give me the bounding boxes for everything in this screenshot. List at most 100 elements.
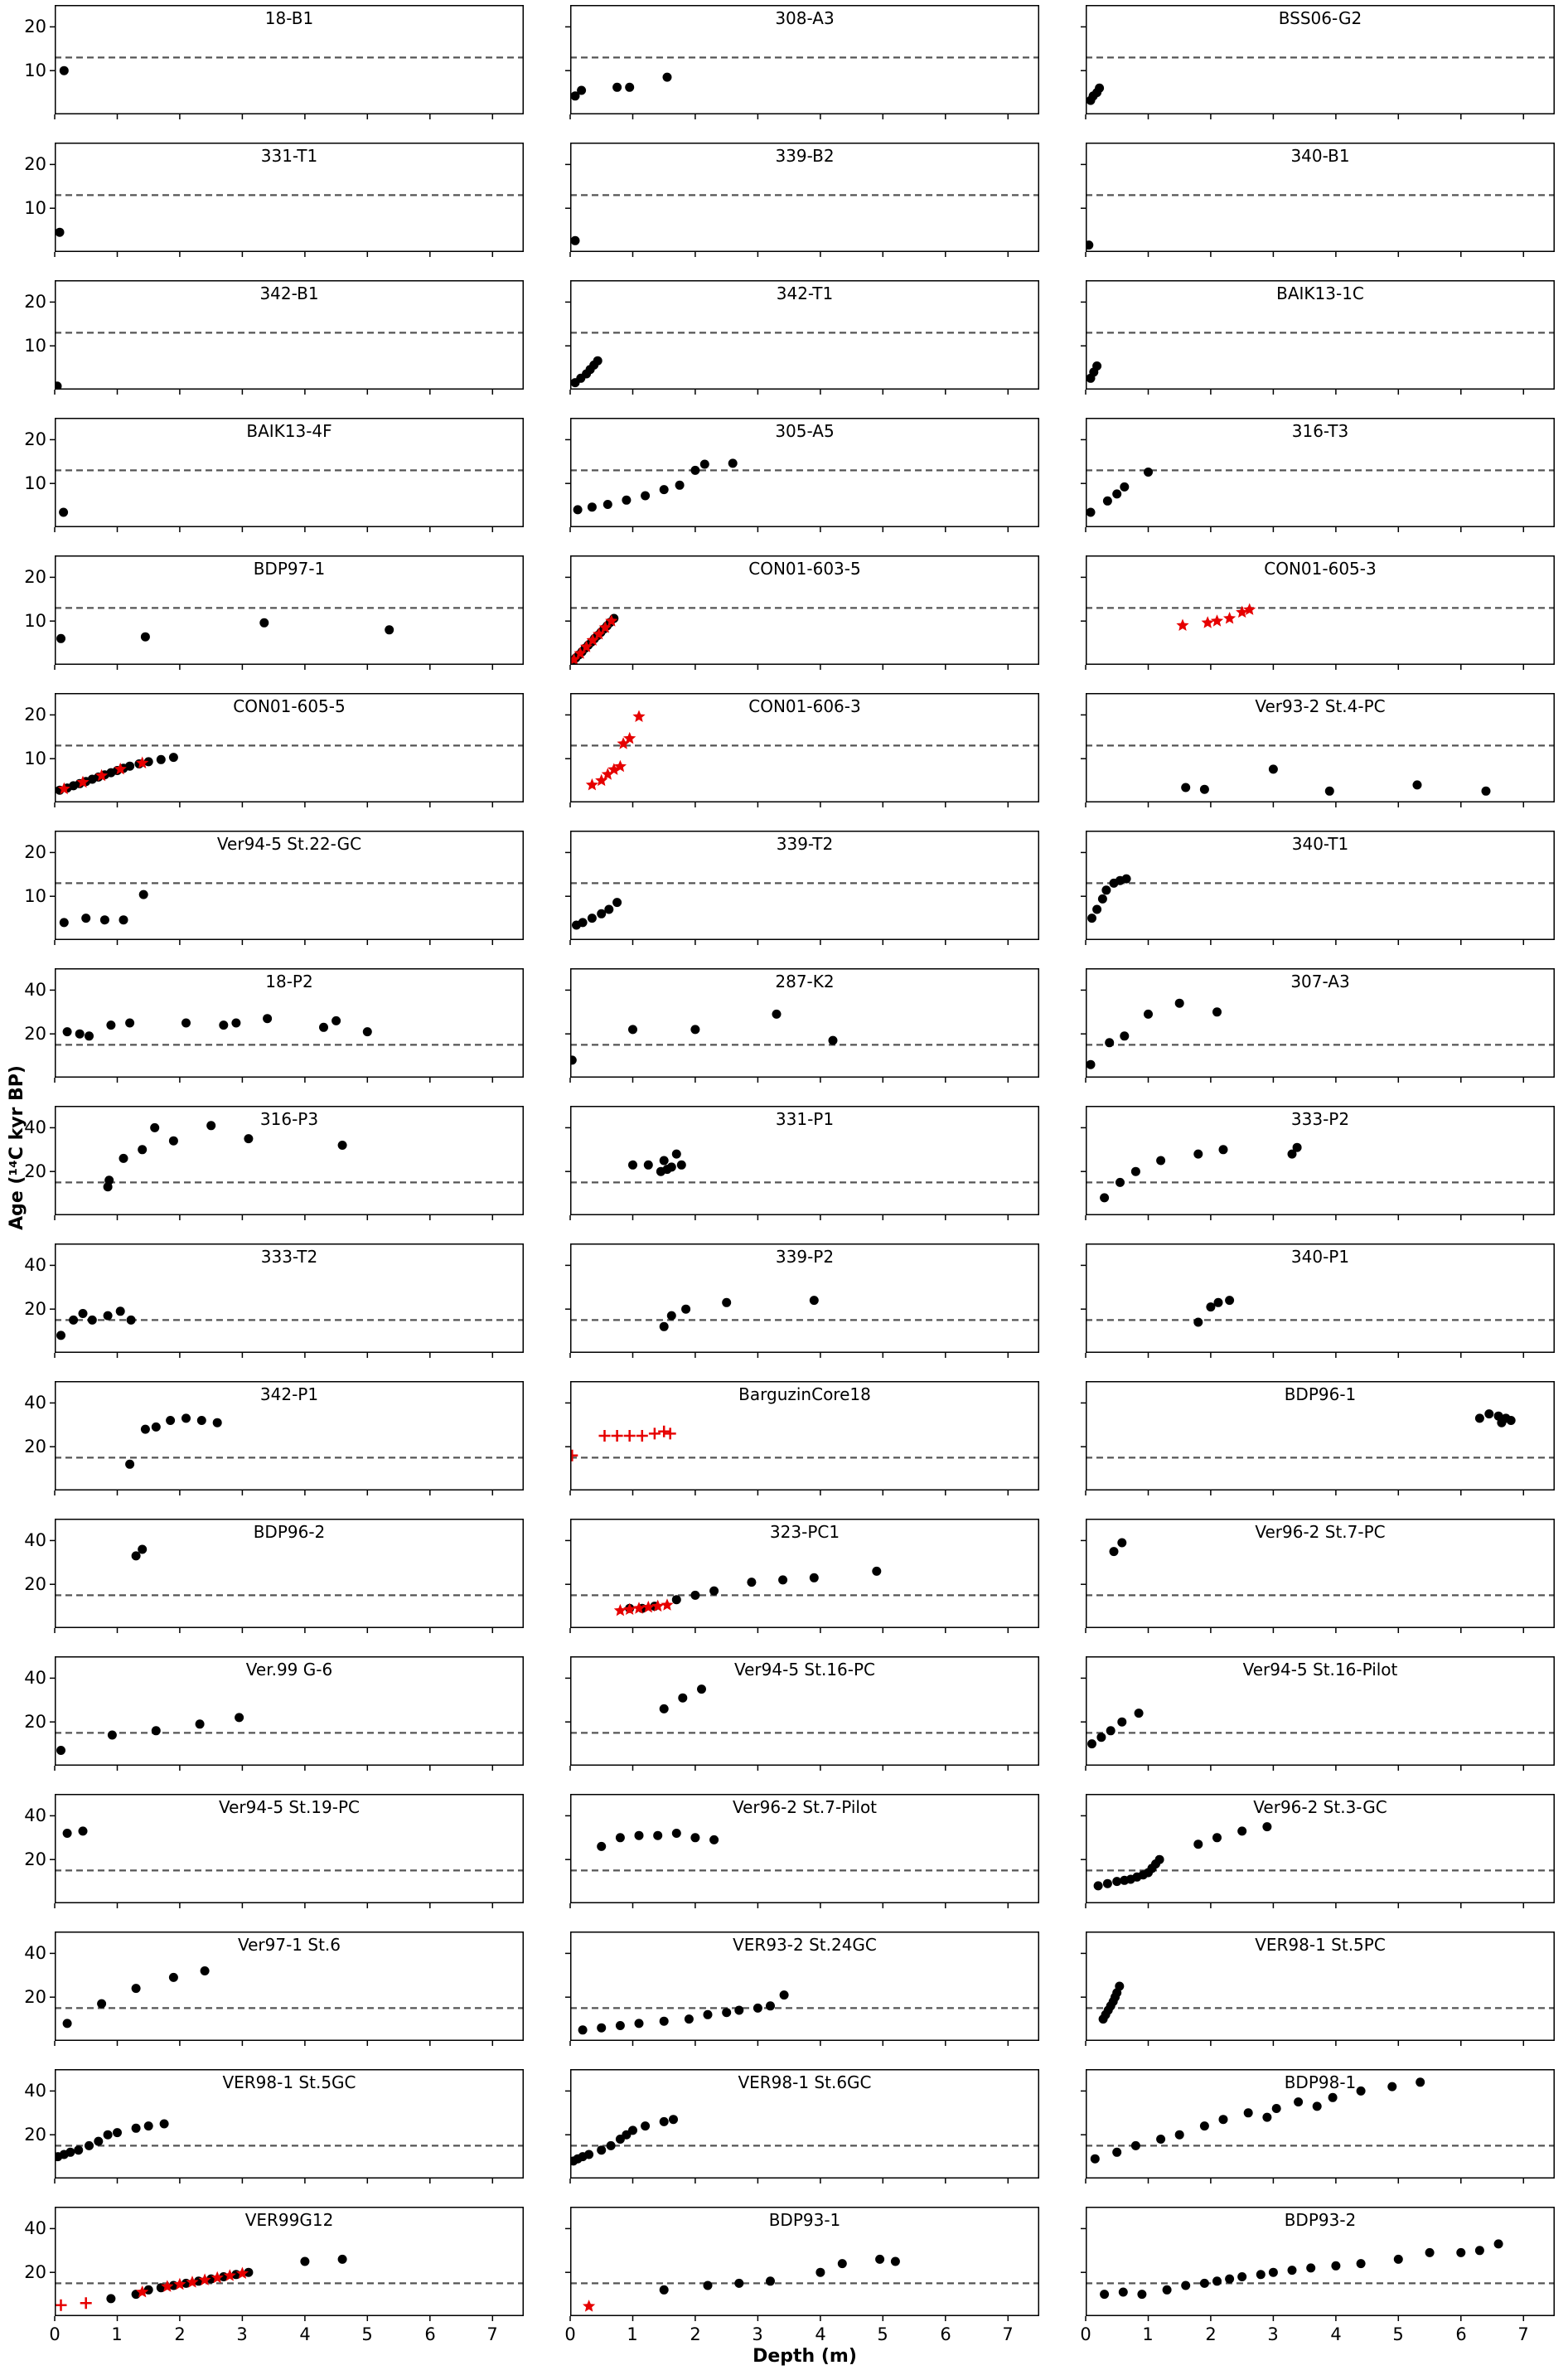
axis-ticks [565, 1402, 1009, 1495]
x-tick-label: 5 [361, 2324, 373, 2344]
chart-panel-ver93-2-st-4-pc: Ver93-2 St.4-PC [1081, 693, 1555, 807]
data-points [570, 613, 619, 665]
black-dot-marker [1095, 83, 1105, 93]
panel-grid: 18-B1 10 20 308-A3 BSS06-G2 331-T1 10 20 339-B2 3… [24, 5, 1555, 2344]
chart-panel-baik13-1c: BAIK13-1C [1081, 280, 1555, 395]
chart-panel-308-a3: 308-A3 [565, 5, 1039, 119]
data-points [570, 235, 580, 245]
panel-plot-331-p1: 331-P1 [565, 1106, 1039, 1220]
red-star-marker [1243, 603, 1256, 615]
panel-plot-340-p1: 340-P1 [1081, 1243, 1555, 1358]
panel-border [570, 1243, 1039, 1353]
axis-ticks [1081, 163, 1525, 257]
x-tick-label: 1 [111, 2324, 123, 2344]
chart-panel-ver94-5-st-19-pc: Ver94-5 St.19-PC 20 40 [24, 1794, 524, 1908]
panel-plot-bdp93-2: BDP93-2 [1081, 2207, 1555, 2321]
black-dot-marker [181, 1018, 191, 1028]
black-dot-marker [168, 753, 178, 763]
black-dot-marker [659, 1321, 669, 1331]
data-points [56, 618, 394, 643]
black-dot-marker [231, 1018, 241, 1028]
black-dot-marker [747, 1578, 757, 1587]
x-tick-label: 5 [877, 2324, 888, 2344]
axis-ticks [565, 26, 1009, 119]
chart-panel-305-a5: 305-A5 [565, 418, 1039, 532]
panel-plot-con01-605-3: CON01-605-3 [1081, 555, 1555, 670]
y-tick-label: 10 [24, 336, 46, 356]
panel-plot-bdp98-1: BDP98-1 [1081, 2069, 1555, 2184]
chart-panel-333-t2: 333-T2 20 40 [24, 1243, 524, 1358]
black-dot-marker [181, 1413, 191, 1423]
black-dot-marker [97, 1999, 107, 2009]
black-dot-marker [577, 85, 587, 95]
black-dot-marker [1193, 1149, 1203, 1159]
x-tick-label: 2 [174, 2324, 186, 2344]
panel-title: VER99G12 [245, 2210, 334, 2230]
panel-title: 333-T2 [261, 1247, 318, 1267]
black-dot-marker [690, 465, 700, 475]
black-dot-marker [1105, 1038, 1115, 1048]
data-points [572, 898, 622, 930]
y-tick-label: 20 [24, 1024, 46, 1044]
panel-plot-342-t1: 342-T1 [565, 280, 1039, 395]
red-star-marker [223, 2269, 236, 2281]
axis-ticks [50, 26, 494, 119]
y-tick-label: 20 [24, 17, 46, 36]
axis-ticks [565, 1677, 1009, 1771]
black-dot-marker [59, 65, 69, 75]
black-dot-marker [615, 2021, 625, 2030]
y-tick-label: 40 [24, 1117, 46, 1137]
data-points [1087, 874, 1131, 923]
black-dot-marker [1225, 1296, 1235, 1306]
red-star-marker [583, 2300, 596, 2312]
red-plus-marker [623, 1430, 636, 1442]
black-dot-marker [678, 1693, 688, 1703]
panel-plot-316-p3: 316-P3 [50, 1106, 524, 1220]
y-tick-label: 10 [24, 886, 46, 906]
black-dot-marker [1199, 2121, 1209, 2131]
axis-ticks [50, 989, 494, 1083]
axis-ticks [565, 301, 1009, 395]
black-dot-marker [1412, 780, 1422, 790]
chart-panel-340-p1: 340-P1 [1081, 1243, 1555, 1358]
black-dot-marker [597, 909, 607, 918]
x-tick-label: 1 [627, 2324, 638, 2344]
axis-ticks [50, 576, 494, 670]
black-dot-marker [151, 1726, 161, 1736]
red-star-marker [573, 647, 587, 659]
data-points [62, 1966, 210, 2028]
panel-title: Ver93-2 St.4-PC [1255, 696, 1385, 716]
red-star-marker [593, 628, 606, 640]
panel-title: 342-B1 [259, 284, 318, 303]
black-dot-marker [1356, 2259, 1366, 2269]
panel-title: BDP98-1 [1285, 2072, 1357, 2092]
black-dot-marker [85, 1031, 94, 1041]
panel-plot-307-a3: 307-A3 [1081, 968, 1555, 1083]
axis-ticks [50, 714, 494, 807]
black-dot-marker [597, 1841, 607, 1851]
chart-panel-342-b1: 342-B1 10 20 [24, 280, 524, 395]
x-tick-label: 4 [1330, 2324, 1342, 2344]
panel-title: Ver94-5 St.19-PC [219, 1797, 360, 1817]
panel-border [1086, 555, 1555, 665]
panel-plot-ver96-2-st-3-gc: Ver96-2 St.3-GC [1081, 1794, 1555, 1908]
black-dot-marker [337, 1141, 347, 1150]
x-tick-label: 6 [1455, 2324, 1467, 2344]
black-dot-marker [1356, 2086, 1366, 2096]
black-dot-marker [809, 1573, 819, 1583]
chart-panel-ver-99-g-6: Ver.99 G-6 20 40 [24, 1656, 524, 1771]
axis-ticks [50, 301, 494, 395]
red-plus-marker [636, 1430, 648, 1442]
data-points [1100, 1142, 1302, 1203]
chart-panel-con01-606-3: CON01-606-3 [565, 693, 1039, 807]
panel-border [1086, 1381, 1555, 1490]
y-tick-label: 10 [24, 198, 46, 218]
panel-plot-ver94-5-st-16-pilot: Ver94-5 St.16-Pilot [1081, 1656, 1555, 1771]
red-plus-marker [55, 2299, 67, 2311]
panel-plot-baik13-4f: BAIK13-4F [50, 418, 524, 532]
black-dot-marker [728, 458, 738, 468]
black-dot-marker [56, 1330, 65, 1340]
panel-title: Ver96-2 St.3-GC [1253, 1797, 1387, 1817]
x-tick-label: 7 [1002, 2324, 1014, 2344]
black-dot-marker [156, 754, 166, 764]
